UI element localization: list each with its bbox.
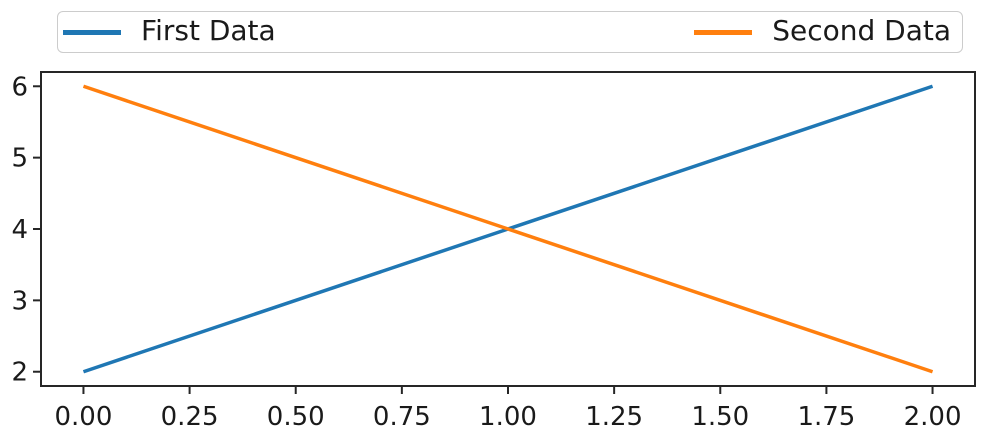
legend-label-second-data: Second Data <box>772 14 951 47</box>
x-axis-tick-label: 1.00 <box>479 402 537 432</box>
legend-label-first-data: First Data <box>141 14 276 47</box>
x-axis-tick-label: 0.50 <box>267 402 325 432</box>
x-axis-tick-label: 2.00 <box>904 402 962 432</box>
line-second-data <box>82 84 934 374</box>
x-axis-tick-label: 0.25 <box>161 402 219 432</box>
legend: First Data Second Data <box>57 11 963 53</box>
legend-entry-second-data: Second Data <box>694 17 951 47</box>
y-axis-tick-label: 4 <box>11 215 28 245</box>
y-axis-tick-label: 2 <box>11 358 28 388</box>
x-axis-tick-label: 0.75 <box>373 402 431 432</box>
legend-entry-first-data: First Data <box>63 17 276 47</box>
y-axis-tick-label: 6 <box>11 72 28 102</box>
legend-line-sample-second-data <box>694 29 753 35</box>
x-axis-tick-label: 1.75 <box>797 402 855 432</box>
axes-border <box>40 71 976 387</box>
y-axis-tick-label: 3 <box>11 286 28 316</box>
y-axis-tick-label: 5 <box>11 144 28 174</box>
x-axis-tick-label: 1.50 <box>691 402 749 432</box>
legend-line-sample-first-data <box>63 29 121 35</box>
x-axis-tick-label: 1.25 <box>585 402 643 432</box>
x-axis-tick-label: 0.00 <box>55 402 113 432</box>
